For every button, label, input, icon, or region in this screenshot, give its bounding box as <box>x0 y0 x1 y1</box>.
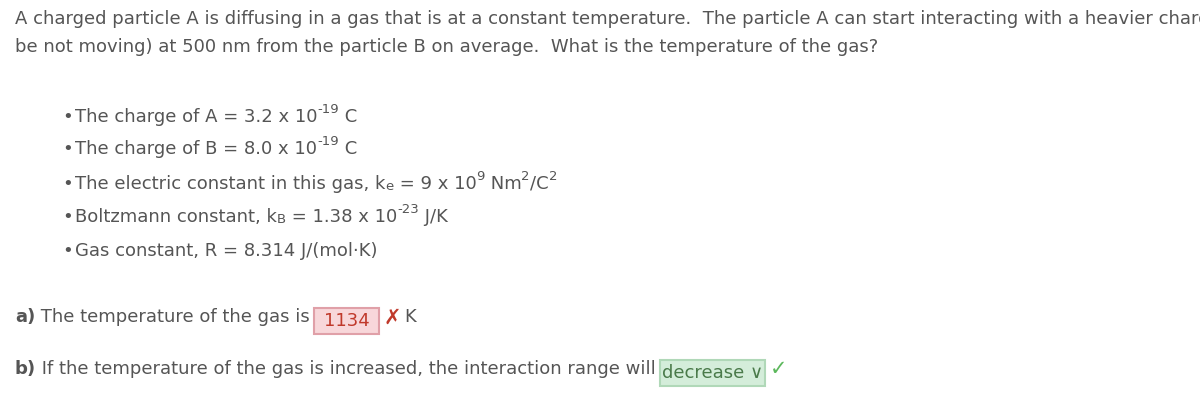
Text: = 9 x 10: = 9 x 10 <box>394 175 476 193</box>
Text: The electric constant in this gas, k: The electric constant in this gas, k <box>74 175 385 193</box>
Text: -23: -23 <box>397 203 419 216</box>
Text: K: K <box>404 308 416 326</box>
Text: •: • <box>62 208 73 226</box>
Text: 2: 2 <box>548 170 557 183</box>
Text: The charge of B = 8.0 x 10: The charge of B = 8.0 x 10 <box>74 140 317 158</box>
Text: Nm: Nm <box>485 175 522 193</box>
FancyBboxPatch shape <box>660 360 764 386</box>
Text: 2: 2 <box>522 170 530 183</box>
Text: e: e <box>385 180 394 193</box>
Text: a): a) <box>14 308 35 326</box>
Text: be not moving) at 500 nm from the particle B on average.  What is the temperatur: be not moving) at 500 nm from the partic… <box>14 38 878 56</box>
Text: The charge of A = 3.2 x 10: The charge of A = 3.2 x 10 <box>74 108 318 126</box>
Text: C: C <box>338 140 356 158</box>
Text: = 1.38 x 10: = 1.38 x 10 <box>286 208 397 226</box>
Text: -19: -19 <box>318 103 340 116</box>
Text: If the temperature of the gas is increased, the interaction range will: If the temperature of the gas is increas… <box>36 360 656 378</box>
Text: A charged particle A is diffusing in a gas that is at a constant temperature.  T: A charged particle A is diffusing in a g… <box>14 10 1200 28</box>
Text: •: • <box>62 175 73 193</box>
FancyBboxPatch shape <box>314 308 379 334</box>
Text: ✓: ✓ <box>770 359 787 379</box>
Text: •: • <box>62 242 73 260</box>
Text: /C: /C <box>530 175 548 193</box>
Text: C: C <box>340 108 358 126</box>
Text: B: B <box>277 213 286 226</box>
Text: The temperature of the gas is: The temperature of the gas is <box>35 308 310 326</box>
Text: •: • <box>62 140 73 158</box>
Text: b): b) <box>14 360 36 378</box>
Text: J/K: J/K <box>419 208 448 226</box>
Text: ✗: ✗ <box>384 308 402 328</box>
Text: 1134: 1134 <box>324 312 370 330</box>
Text: Boltzmann constant, k: Boltzmann constant, k <box>74 208 277 226</box>
Text: -19: -19 <box>317 135 338 148</box>
Text: 9: 9 <box>476 170 485 183</box>
Text: •: • <box>62 108 73 126</box>
Text: decrease ∨: decrease ∨ <box>662 364 763 382</box>
Text: Gas constant, R = 8.314 J/(mol·K): Gas constant, R = 8.314 J/(mol·K) <box>74 242 378 260</box>
